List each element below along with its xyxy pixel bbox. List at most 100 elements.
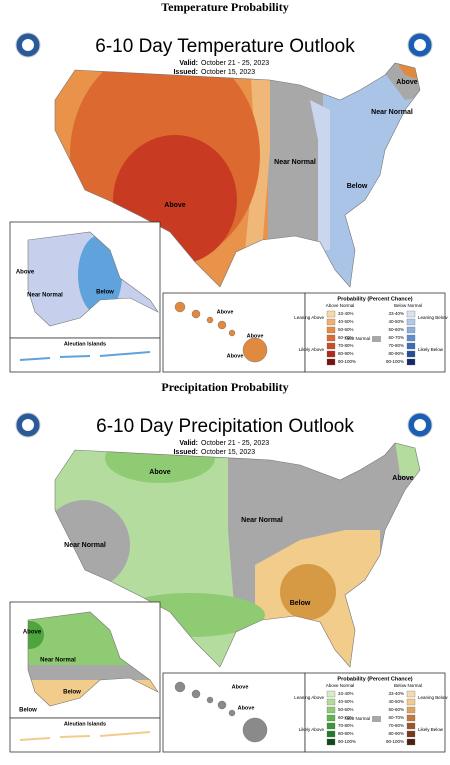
legend-category: Leaning Below [418,315,448,320]
region-label: Above [16,270,35,276]
legend-swatch [326,318,336,326]
legend-bin: 50-60% [388,707,404,712]
region-label: Near Normal [64,542,106,549]
aleutian-islands [19,351,151,361]
region-label: Near Normal [241,517,283,524]
probability-region [280,564,336,620]
legend-heading: Below Normal [394,683,422,688]
legend-swatch [326,358,336,366]
legend-swatch [372,716,381,722]
legend-swatch [372,336,381,342]
legend-bin: 90-100% [386,739,404,744]
legend-bin: 60-70% [388,715,404,720]
issued-date: October 15, 2023 [201,449,255,456]
legend-title: Probability (Percent Chance) [337,296,412,302]
hawaii-island [174,681,186,693]
region-label: Below [19,708,37,714]
legend-swatch [326,706,336,714]
probability-region [28,621,44,649]
legend-bin: 90-100% [338,739,356,744]
region-label: Below [347,183,368,190]
legend-bin: 40-50% [338,699,354,704]
us-outline [54,62,421,288]
region-label: Below [63,690,81,696]
panel-heading: Precipitation Probability [161,380,288,394]
aleutian-islands [19,731,151,741]
hawaii-island [242,717,268,743]
valid-label: Valid: [179,440,198,447]
legend-swatch [406,738,416,746]
legend-bin: 50-60% [338,707,354,712]
issued-label: Issued: [173,69,198,76]
region-label: Above [247,333,264,339]
legend-bin: 80-90% [338,731,354,736]
outlook-panel: Precipitation Probability 6-10 Day Precip… [9,380,448,753]
us-outline [54,442,421,668]
hawaii-island [242,337,268,363]
map-title: 6-10 Day Precipitation Outlook [96,416,354,437]
hawaii-island [228,709,236,717]
region-label: Above [149,469,171,476]
region-label: Above [217,309,234,315]
legend-bin: 70-80% [338,343,354,348]
legend-swatch [406,706,416,714]
aleutian-inset [9,337,161,373]
legend-bin: 33-40% [338,311,354,316]
legend-swatch [326,714,336,722]
legend-bin: 70-80% [388,343,404,348]
probability-region [28,665,158,680]
legend-bin: 90-100% [338,359,356,364]
legend-category: Likely Above [299,347,325,352]
legend-bin: 50-60% [388,327,404,332]
legend-swatch [326,690,336,698]
region-label: Near Normal [371,109,413,116]
legend-category: Likely Below [418,347,444,352]
legend-swatch [326,730,336,738]
hawaii-island [206,316,214,324]
region-label: Near Normal [27,293,63,299]
legend-bin: 90-100% [386,359,404,364]
region-label: Near Normal [40,658,76,664]
probability-region [78,235,122,315]
region-label: Near Normal [274,159,316,166]
legend-category: Likely Above [299,727,325,732]
legend-swatch [406,698,416,706]
aleutian-inset [9,717,161,753]
hawaii-island [206,696,214,704]
valid-date: October 21 - 25, 2023 [201,440,269,447]
probability-region [395,443,420,480]
legend-bin: 33-40% [388,311,404,316]
legend-bin: 40-50% [388,699,404,704]
region-label: Above [164,202,186,209]
legend-category: Leaning Below [418,695,448,700]
region-label: Above [392,475,414,482]
hawaii-island [217,700,227,710]
legend-swatch [326,722,336,730]
issued-date: October 15, 2023 [201,69,255,76]
legend-swatch [326,334,336,342]
region-label: Above [396,79,418,86]
legend-bin: 60-70% [338,335,354,340]
aleutian-label: Aleutian Islands [64,721,106,727]
hawaii-island [191,309,201,319]
hawaii-island [228,329,236,337]
region-label: Below [96,290,114,296]
region-label: Above [232,684,249,690]
legend-bin: 60-70% [338,715,354,720]
legend-bin: 40-50% [388,319,404,324]
valid-label: Valid: [179,60,198,67]
legend-heading: Above Normal [326,683,355,688]
issued-label: Issued: [173,449,198,456]
legend-swatch [406,714,416,722]
map-title: 6-10 Day Temperature Outlook [95,36,355,57]
legend-category: Near Normal [344,716,370,721]
legend-heading: Above Normal [326,303,355,308]
agency-logo-center [414,39,426,51]
legend-swatch [406,342,416,350]
legend-bin: 40-50% [338,319,354,324]
region-label: Above [23,630,42,636]
probability-region [268,63,323,287]
outlook-panel: Temperature Probability 6-10 Day Temperat… [9,0,448,373]
legend-swatch [326,350,336,358]
